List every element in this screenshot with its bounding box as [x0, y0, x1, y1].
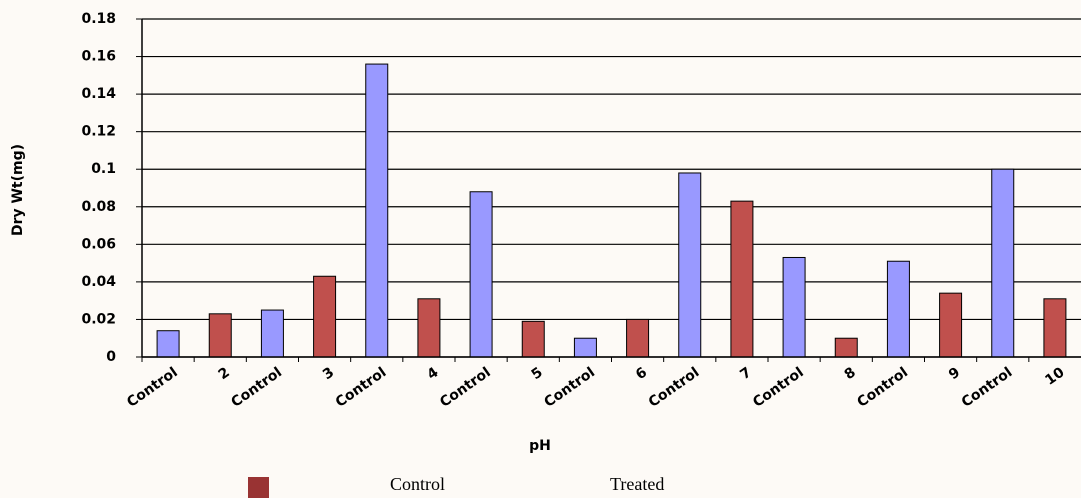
- bar: [209, 314, 231, 357]
- y-tick-label: 0.18: [81, 11, 116, 27]
- bar: [887, 261, 909, 357]
- bar: [314, 276, 336, 357]
- bar: [783, 257, 805, 357]
- chart: Dry Wt(mg) pH 0 0.02 0.04 0.06 0.08 0.1 0.12 0.…: [0, 0, 1081, 498]
- y-axis-title: Dry Wt(mg): [10, 144, 26, 236]
- y-tick-label: 0.06: [81, 236, 116, 252]
- background: [0, 0, 1081, 498]
- y-tick-label: 0.08: [81, 199, 116, 215]
- legend-marker: [248, 477, 269, 498]
- page: Dry Wt(mg) pH 0 0.02 0.04 0.06 0.08 0.1 0.12 0.…: [0, 0, 1081, 498]
- bar: [1044, 299, 1066, 357]
- y-tick-label: 0.1: [91, 161, 116, 177]
- legend-label: Treated: [610, 474, 664, 494]
- y-tick-label: 0.16: [81, 49, 116, 65]
- bar: [835, 338, 857, 357]
- y-tick-label: 0.12: [81, 124, 116, 140]
- bar: [522, 321, 544, 357]
- bar: [470, 192, 492, 357]
- y-tick-label: 0: [106, 349, 116, 365]
- bar: [940, 293, 962, 357]
- x-axis-title: pH: [529, 438, 551, 454]
- legend-label: Control: [390, 474, 445, 494]
- bar: [627, 319, 649, 357]
- bar: [157, 331, 179, 357]
- bar: [261, 310, 283, 357]
- bar: [418, 299, 440, 357]
- y-tick-label: 0.14: [81, 86, 116, 102]
- bar: [366, 64, 388, 357]
- bar: [679, 173, 701, 357]
- bar: [574, 338, 596, 357]
- y-tick-label: 0.02: [81, 311, 116, 327]
- bar: [731, 201, 753, 357]
- bar: [992, 169, 1014, 357]
- y-tick-label: 0.04: [81, 274, 116, 290]
